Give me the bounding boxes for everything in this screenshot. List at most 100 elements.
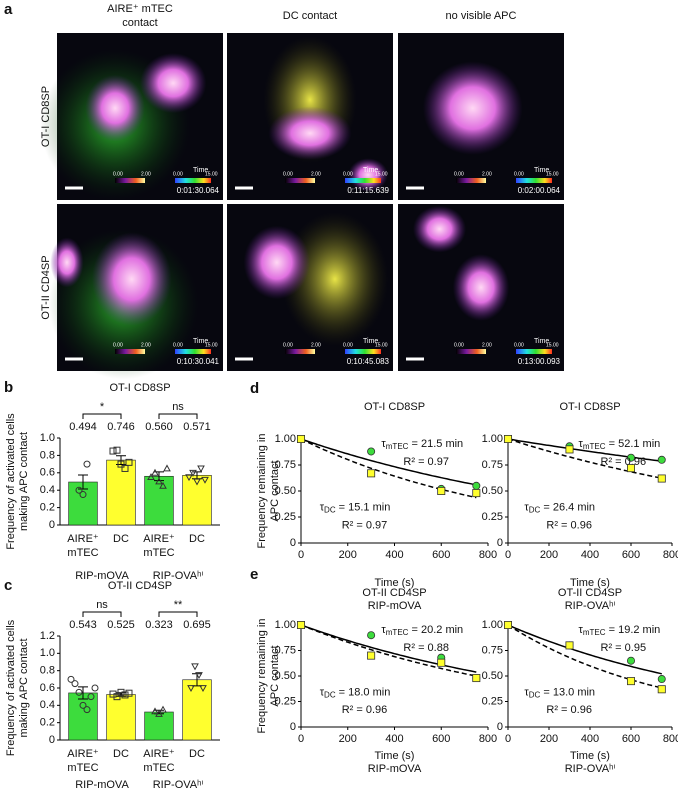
cell	[412, 205, 467, 253]
bar	[182, 475, 212, 526]
colorbar-label: 0.00	[283, 342, 293, 348]
data-point	[472, 481, 481, 490]
colorbar-label: 0.00	[514, 171, 524, 177]
timestamp: 0:02:00.064	[518, 186, 561, 195]
colorbar-label: 2.00	[482, 171, 492, 177]
data-point	[189, 469, 197, 477]
data-point	[627, 453, 636, 462]
data-point	[193, 478, 201, 486]
data-point	[503, 434, 512, 443]
significance-bracket	[82, 413, 122, 419]
fit-annotation-part: = 19.2 min	[606, 624, 661, 636]
timestamp: 0:10:45.083	[347, 357, 390, 366]
y-axis-label: Frequency of activated cells	[5, 619, 17, 756]
colorbar-label: 0.00	[343, 342, 353, 348]
data-point	[437, 486, 446, 495]
fit-annotation-part: mTEC	[583, 442, 606, 451]
y-axis-label: Frequency remaining in	[256, 434, 268, 549]
cell	[91, 232, 172, 326]
fit-annotation-part: τ	[579, 438, 584, 450]
data-point	[159, 705, 167, 713]
x-tick-label: 200	[540, 549, 558, 561]
x-tick-label: mTEC	[143, 547, 174, 559]
x-tick-label: mTEC	[67, 762, 98, 774]
fit-annotation-part: = 21.5 min	[408, 438, 463, 450]
y-tick-label: 0.25	[482, 511, 503, 523]
colorbar-label: 2.00	[141, 171, 151, 177]
column-header: DC contact	[283, 10, 337, 22]
data-point	[75, 486, 83, 494]
data-point	[117, 460, 125, 468]
fit-curve	[300, 624, 477, 673]
colorbar-label: 2.00	[311, 171, 321, 177]
column-header: no visible APC	[446, 10, 517, 22]
data-point	[367, 469, 376, 478]
value-label: 0.543	[69, 619, 97, 631]
panel-label: e	[250, 566, 258, 583]
y-tick-label: 0.2	[40, 502, 55, 514]
group-label: RIP-OVAʰⁱ	[565, 763, 616, 775]
fit-curve	[507, 438, 662, 479]
y-tick-label: 0.75	[482, 459, 503, 471]
fit-annotation-part: mTEC	[386, 628, 409, 637]
fit-annotation-part: τ	[579, 624, 584, 636]
error-bar	[78, 686, 88, 700]
data-point	[147, 473, 155, 481]
x-tick-label: DC	[189, 748, 205, 760]
data-point	[367, 631, 376, 640]
colorbar-label: 0.00	[514, 342, 524, 348]
fit-r2: R² = 0.95	[601, 642, 647, 654]
fit-curve	[300, 438, 477, 499]
fit-r2: R² = 0.97	[403, 456, 449, 468]
x-tick-label: DC	[189, 533, 205, 545]
data-point	[187, 685, 195, 693]
data-point	[125, 689, 133, 697]
group-label: RIP-OVAʰⁱ	[565, 600, 616, 612]
x-tick-label: DC	[113, 533, 129, 545]
y-tick-label: 1.00	[482, 433, 503, 445]
timestamp: 0:10:30.041	[177, 357, 220, 366]
significance-bracket	[158, 611, 198, 617]
y-axis-label: APC contact	[269, 460, 281, 521]
x-tick-label: 400	[581, 733, 599, 745]
data-point	[437, 658, 446, 667]
significance-label: ns	[172, 401, 184, 413]
fit-annotation-part: = 52.1 min	[606, 438, 661, 450]
fit-r2: R² = 0.96	[546, 704, 592, 716]
value-label: 0.695	[183, 619, 211, 631]
colorbar-title: Time	[363, 167, 378, 174]
y-tick-label: 0.2	[40, 717, 55, 729]
fit-annotation-part: τ	[381, 438, 386, 450]
y-tick-label: 0	[49, 734, 55, 746]
intensity-colorbar	[285, 178, 315, 183]
x-tick-label: AIRE⁺	[67, 533, 99, 545]
group-label: RIP-OVAʰⁱ	[153, 570, 204, 582]
y-tick-label: 0.50	[482, 485, 503, 497]
y-axis-label: Frequency remaining in	[256, 619, 268, 734]
fit-annotation-part: DC	[324, 690, 336, 699]
cell	[281, 212, 389, 346]
x-tick-label: 400	[385, 733, 403, 745]
y-tick-label: 0.8	[40, 665, 55, 677]
x-tick-label: mTEC	[143, 762, 174, 774]
bar	[106, 694, 136, 741]
significance-bracket	[82, 611, 122, 617]
fit-annotation-part: = 13.0 min	[540, 686, 595, 698]
intensity-colorbar	[115, 349, 145, 354]
fit-annotation-part: τ	[524, 686, 529, 698]
fit-r2: R² = 0.96	[601, 456, 647, 468]
data-point	[657, 474, 666, 483]
y-tick-label: 0	[290, 721, 296, 733]
cell	[452, 254, 510, 321]
data-point	[71, 680, 79, 688]
data-point	[627, 677, 636, 686]
value-label: 0.560	[145, 421, 173, 433]
colorbar-label: 15.00	[375, 171, 388, 177]
group-label: RIP-OVAʰⁱ	[153, 779, 204, 791]
x-tick-label: 0	[298, 549, 304, 561]
fit-annotation: τDC = 15.1 min	[320, 502, 391, 515]
fit-annotation-part: DC	[324, 506, 336, 515]
fit-curve	[507, 438, 662, 462]
error-bar	[78, 474, 88, 490]
timestamp: 0:13:00.093	[518, 357, 561, 366]
